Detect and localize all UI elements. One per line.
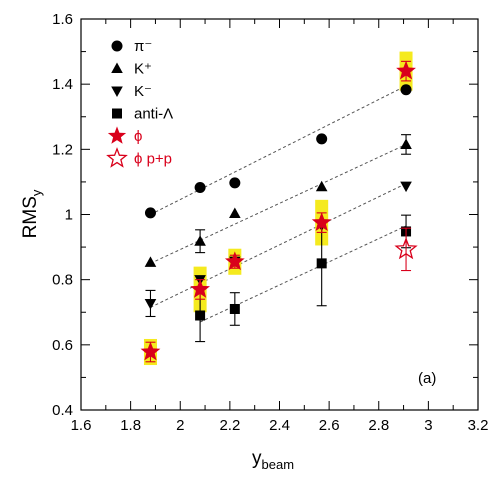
data-point <box>144 207 156 219</box>
data-point <box>140 341 161 361</box>
data-point <box>144 256 157 267</box>
data-point <box>400 138 412 149</box>
data-point <box>229 303 240 314</box>
data-point <box>316 258 327 269</box>
y-tick-label: 0.8 <box>52 272 73 289</box>
data-point <box>144 298 157 310</box>
data-point <box>311 212 332 232</box>
legend-marker <box>107 126 127 144</box>
data-marks <box>140 51 418 366</box>
plot-frame <box>80 18 479 411</box>
x-tick-label: 1.6 <box>71 417 92 434</box>
data-point <box>400 84 412 96</box>
legend-label: K⁺ <box>134 61 152 78</box>
data-point <box>394 237 418 260</box>
y-axis-title-main: RMS <box>20 196 41 238</box>
y-tick-label: 0.4 <box>52 402 73 419</box>
fit-lines <box>150 85 407 323</box>
legend-marker <box>106 147 128 168</box>
x-tick-label: 3.2 <box>468 417 489 434</box>
data-point <box>195 310 206 321</box>
legend-label: π⁻ <box>134 38 152 55</box>
data-point <box>194 235 206 246</box>
x-tick-label: 2.4 <box>269 417 290 434</box>
y-tick-label: 1.4 <box>52 76 73 93</box>
error-bar <box>401 227 412 272</box>
data-point <box>316 133 328 145</box>
legend-marker <box>112 108 122 119</box>
data-point <box>400 181 412 193</box>
y-axis-title-sub: y <box>29 189 44 196</box>
fit-line <box>150 143 407 264</box>
fit-line <box>199 225 407 323</box>
data-point <box>190 279 210 298</box>
y-axis-title: RMSy <box>20 189 44 238</box>
x-axis-title-sub: beam <box>262 457 295 472</box>
data-point <box>224 251 245 271</box>
legend-label: anti-Λ <box>134 106 173 123</box>
tick-labels: 1.6 1.8 2 2.2 2.4 2.6 2.8 3 3.2 0.4 0.6 0.8 1 1.2 1.4 1… <box>52 11 488 434</box>
fit-line <box>150 183 407 308</box>
legend-label: ϕ <box>134 128 142 145</box>
legend-label: ϕ p+p <box>134 151 172 168</box>
legend-marker <box>111 62 123 73</box>
legend-label: K⁻ <box>134 83 152 100</box>
x-axis-title-main: y <box>252 448 262 469</box>
x-tick-label: 2.8 <box>368 417 389 434</box>
x-tick-label: 2 <box>176 417 184 434</box>
x-tick-label: 3 <box>424 417 432 434</box>
y-tick-label: 1 <box>65 207 73 224</box>
x-tick-label: 1.8 <box>120 417 141 434</box>
legend-marker <box>111 40 123 52</box>
data-point <box>315 180 328 192</box>
legend: π⁻ K⁺ K⁻ anti-Λ ϕ ϕ p+p <box>106 38 173 168</box>
y-tick-label: 1.2 <box>52 141 73 158</box>
x-axis-title: ybeam <box>252 448 294 472</box>
fit-line <box>150 85 407 215</box>
y-tick-label: 0.6 <box>52 337 73 354</box>
data-point <box>396 60 416 80</box>
panel-label: (a) <box>418 370 436 387</box>
data-point <box>194 181 206 193</box>
data-point <box>229 177 241 189</box>
data-point <box>229 207 241 219</box>
x-tick-label: 2.6 <box>319 417 340 434</box>
legend-marker <box>111 86 123 97</box>
axis-ticks <box>80 18 479 411</box>
x-tick-label: 2.2 <box>219 417 240 434</box>
y-tick-label: 1.6 <box>52 11 73 28</box>
